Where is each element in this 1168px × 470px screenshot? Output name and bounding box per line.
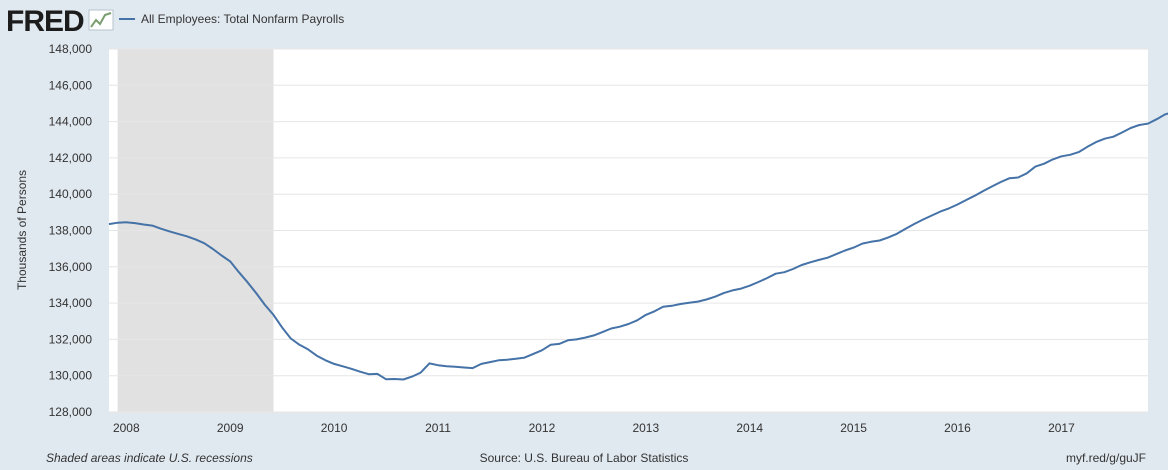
y-tick-label: 148,000: [49, 42, 93, 56]
y-tick-label: 136,000: [49, 260, 93, 274]
y-tick-label: 134,000: [49, 296, 93, 310]
x-tick-label: 2014: [736, 421, 763, 435]
x-tick-label: 2016: [944, 421, 971, 435]
fred-logo[interactable]: FRED: [6, 5, 114, 38]
y-axis-ticks: 128,000 130,000 132,000 134,000 136,000 138,0…: [49, 42, 93, 419]
x-tick-label: 2015: [840, 421, 867, 435]
series-line: [108, 112, 1168, 381]
y-tick-label: 146,000: [49, 78, 93, 92]
fred-chart-icon: [88, 9, 114, 31]
x-tick-label: 2010: [321, 421, 348, 435]
legend: All Employees: Total Nonfarm Payrolls: [119, 12, 344, 26]
x-tick-label: 2017: [1048, 421, 1075, 435]
series-layer: [108, 112, 1168, 381]
y-tick-label: 142,000: [49, 151, 93, 165]
gridlines: [109, 48, 1148, 413]
x-tick-label: 2013: [632, 421, 659, 435]
y-axis-title: Thousands of Persons: [15, 170, 29, 290]
short-url-link[interactable]: myf.red/g/guJF: [1065, 451, 1146, 465]
y-tick-label: 138,000: [49, 224, 93, 238]
fred-logo-text: FRED: [6, 5, 84, 38]
y-tick-label: 140,000: [49, 187, 93, 201]
x-tick-label: 2011: [425, 421, 451, 435]
y-tick-label: 130,000: [49, 369, 93, 383]
recession-note: Shaded areas indicate U.S. recessions: [46, 451, 253, 465]
legend-label: All Employees: Total Nonfarm Payrolls: [141, 12, 344, 26]
x-tick-label: 2012: [529, 421, 556, 435]
x-tick-label: 2009: [217, 421, 244, 435]
source-note: Source: U.S. Bureau of Labor Statistics: [479, 451, 689, 465]
x-axis-ticks: 2008 2009 2010 2011 2012 2013 2014 2015 2016 2017: [113, 421, 1075, 435]
y-tick-label: 132,000: [49, 332, 93, 346]
y-tick-label: 144,000: [49, 115, 93, 129]
x-tick-label: 2008: [113, 421, 140, 435]
y-tick-label: 128,000: [49, 405, 93, 419]
